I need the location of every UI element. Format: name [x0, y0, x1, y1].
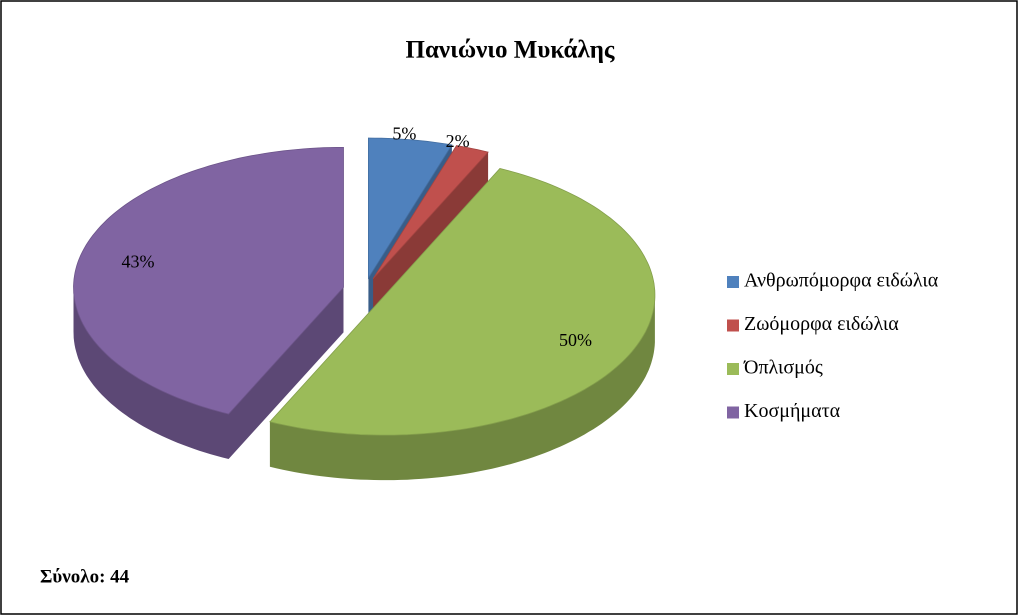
slice [368, 137, 453, 280]
data-label: 50% [559, 330, 592, 350]
legend-swatch [727, 319, 739, 332]
slice [269, 168, 656, 436]
legend-label: Κοσμήματα [744, 400, 841, 422]
legend-swatch [727, 276, 739, 288]
data-label: 43% [122, 252, 155, 272]
legend-swatch [727, 406, 739, 419]
slice [73, 147, 344, 415]
slice [372, 145, 489, 279]
data-label: 5% [392, 124, 416, 144]
data-label: 2% [446, 131, 470, 151]
annotation: Σύνολο: 44 [40, 566, 130, 587]
legend-label: Όπλισμός [743, 357, 823, 379]
legend-label: Ζωόμορφα ειδώλια [744, 313, 899, 335]
legend-swatch [727, 363, 739, 375]
chart-title: Πανιώνιο Μυκάλης [406, 37, 615, 64]
legend-label: Ανθρωπόμορφα ειδώλια [744, 270, 939, 292]
